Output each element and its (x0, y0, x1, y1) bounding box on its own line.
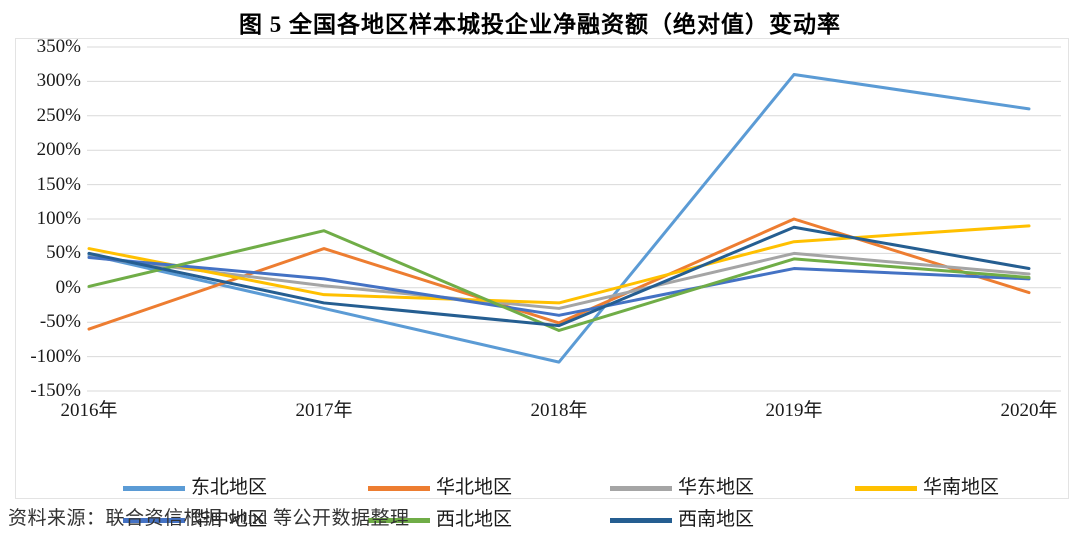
series-line-华东地区 (87, 251, 1031, 310)
legend-item-华东地区: 华东地区 (610, 477, 754, 499)
legend-item-华中地区: 华中地区 (123, 509, 267, 531)
legend-label: 西北地区 (436, 509, 513, 530)
legend-item-西南地区: 西南地区 (610, 509, 754, 531)
legend-line-swatch (123, 485, 185, 491)
x-axis-tick: 2018年 (530, 400, 588, 421)
x-axis-tick: 2017年 (295, 400, 353, 421)
legend-label: 华东地区 (678, 477, 755, 498)
legend-line-swatch (368, 517, 430, 523)
legend-item-西北地区: 西北地区 (368, 509, 512, 531)
legend-line-swatch (610, 485, 672, 491)
chart-title: 图 5 全国各地区样本城投企业净融资额（绝对值）变动率 (239, 12, 841, 37)
legend-label: 西南地区 (678, 509, 755, 530)
source-note: 资料来源：联合资信根据 wind 等公开数据整理 (8, 508, 410, 529)
legend-item-华北地区: 华北地区 (368, 477, 512, 499)
series-line-西北地区 (87, 229, 1031, 332)
y-axis-tick: 350% (36, 36, 81, 57)
legend-line-swatch (855, 485, 917, 491)
series-line-西南地区 (87, 225, 1031, 328)
chart-plot (87, 46, 1061, 392)
y-axis-tick: 300% (36, 70, 81, 92)
series-line-东北地区 (87, 73, 1031, 364)
chart-frame: 350% 300% 250% 200% 150% 100% 50% 0% -50% -100% -1… (15, 36, 1069, 530)
y-axis-tick: -150% (30, 380, 81, 401)
y-axis-tick: 0% (55, 276, 81, 298)
legend-item-东北地区: 东北地区 (123, 477, 267, 499)
y-axis-tick: 150% (36, 173, 81, 195)
series-line-华中地区 (87, 256, 1031, 317)
legend-label: 华南地区 (923, 477, 1000, 498)
legend-label: 东北地区 (191, 477, 268, 498)
y-axis-tick: 200% (36, 139, 81, 161)
y-axis-tick: 250% (36, 104, 81, 126)
series-line-华南地区 (87, 224, 1031, 305)
legend-line-swatch (123, 517, 185, 523)
y-axis-tick: -100% (30, 345, 81, 367)
x-axis-tick: 2016年 (60, 400, 118, 421)
y-axis-tick: -50% (39, 311, 81, 333)
y-axis-tick: 100% (36, 208, 81, 229)
legend-line-swatch (368, 485, 430, 491)
x-axis-tick: 2020年 (1000, 400, 1058, 421)
legend-label: 华中地区 (191, 509, 268, 530)
legend-label: 华北地区 (436, 477, 513, 498)
legend-item-华南地区: 华南地区 (855, 477, 999, 499)
y-axis-tick: 50% (46, 242, 81, 264)
x-axis-tick: 2019年 (765, 400, 823, 421)
legend-line-swatch (610, 517, 672, 523)
